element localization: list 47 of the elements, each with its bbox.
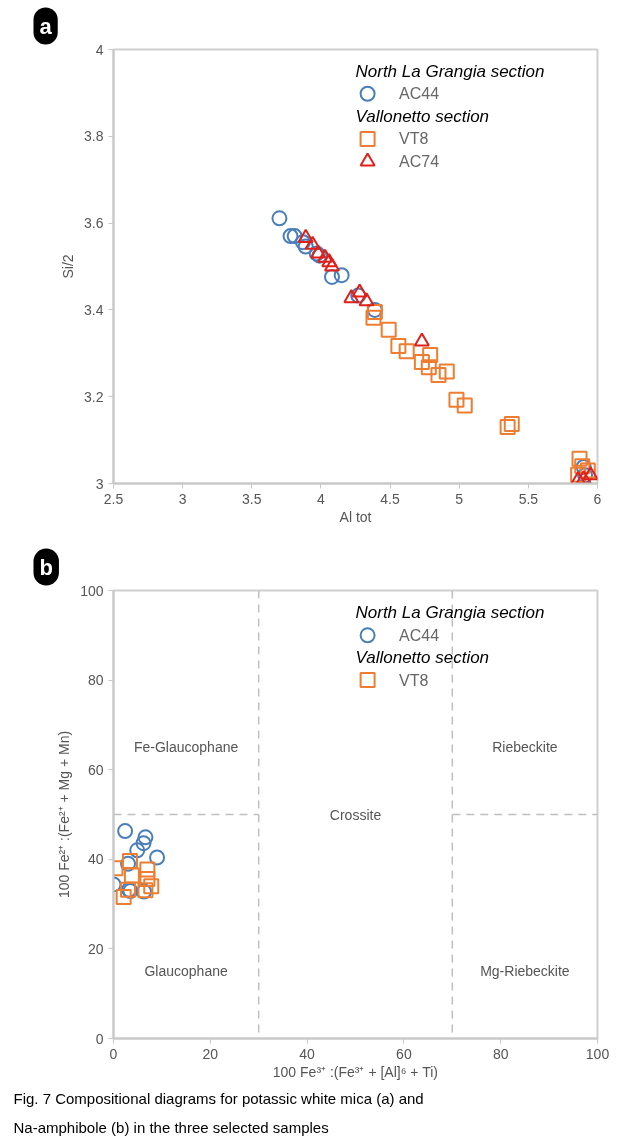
y-axis-title: 100 Fe²⁺ :(Fe²⁺ + Mg + Mn) bbox=[56, 730, 73, 899]
legend-label: VT8 bbox=[399, 671, 429, 689]
annotation: Glaucophane bbox=[144, 963, 228, 980]
annotation: Mg-Riebeckite bbox=[480, 963, 570, 980]
annotation: Riebeckite bbox=[492, 739, 558, 756]
x-tick-label: 3.5 bbox=[242, 490, 262, 507]
annotation: Fe-Glaucophane bbox=[133, 739, 239, 756]
y-tick-label: 3.2 bbox=[84, 388, 104, 405]
y-tick-label: 40 bbox=[87, 851, 104, 868]
y-tick-label: 20 bbox=[87, 940, 104, 957]
x-tick-label: 0 bbox=[109, 1045, 118, 1062]
x-tick-label: 6 bbox=[593, 490, 602, 507]
x-tick-label: 60 bbox=[396, 1045, 412, 1062]
chart-title: a bbox=[39, 13, 53, 39]
x-tick-label: 4 bbox=[317, 490, 326, 507]
legend-label: VT8 bbox=[399, 130, 429, 148]
caption: Fig. 7 Compositional diagrams for potassic white mica (a) and Na-amphibole (b) in the three selected samples bbox=[13, 1089, 424, 1136]
y-tick-label: 3.4 bbox=[84, 301, 104, 318]
x-tick-label: 2.5 bbox=[103, 490, 124, 507]
y-tick-label: 3.8 bbox=[84, 128, 104, 145]
annotation: Crossite bbox=[329, 806, 382, 823]
x-tick-label: 3 bbox=[178, 490, 187, 507]
y-axis-title: Si/2 bbox=[60, 254, 77, 279]
x-tick-label: 100 bbox=[585, 1045, 610, 1062]
x-tick-label: 20 bbox=[202, 1045, 219, 1062]
y-tick-label: 100 bbox=[80, 582, 104, 599]
legend-label: AC44 bbox=[399, 626, 440, 644]
x-tick-label: 5.5 bbox=[518, 490, 539, 507]
annotation: Vallonetto section bbox=[355, 106, 490, 126]
x-tick-label: 5 bbox=[455, 490, 464, 507]
legend-label: AC44 bbox=[399, 85, 440, 103]
x-tick-label: 80 bbox=[492, 1045, 509, 1062]
chart-title: b bbox=[39, 554, 53, 580]
annotation: Vallonetto section bbox=[355, 648, 490, 668]
annotation: North La Grangia section bbox=[355, 603, 545, 623]
y-tick-label: 0 bbox=[95, 1030, 104, 1047]
y-tick-label: 4 bbox=[95, 41, 104, 58]
x-tick-label: 40 bbox=[299, 1045, 316, 1062]
x-axis-title: 100 Fe³⁺ :(Fe³⁺ + [Al]⁶ + Ti) bbox=[272, 1063, 438, 1080]
x-tick-label: 4.5 bbox=[380, 490, 401, 507]
y-tick-label: 80 bbox=[87, 672, 104, 689]
annotation: North La Grangia section bbox=[355, 61, 545, 81]
legend-label: AC74 bbox=[399, 152, 440, 170]
y-tick-label: 3.6 bbox=[84, 215, 104, 232]
y-tick-label: 3 bbox=[95, 475, 104, 492]
x-axis-title: Al tot bbox=[339, 508, 372, 525]
y-tick-label: 60 bbox=[87, 761, 104, 778]
